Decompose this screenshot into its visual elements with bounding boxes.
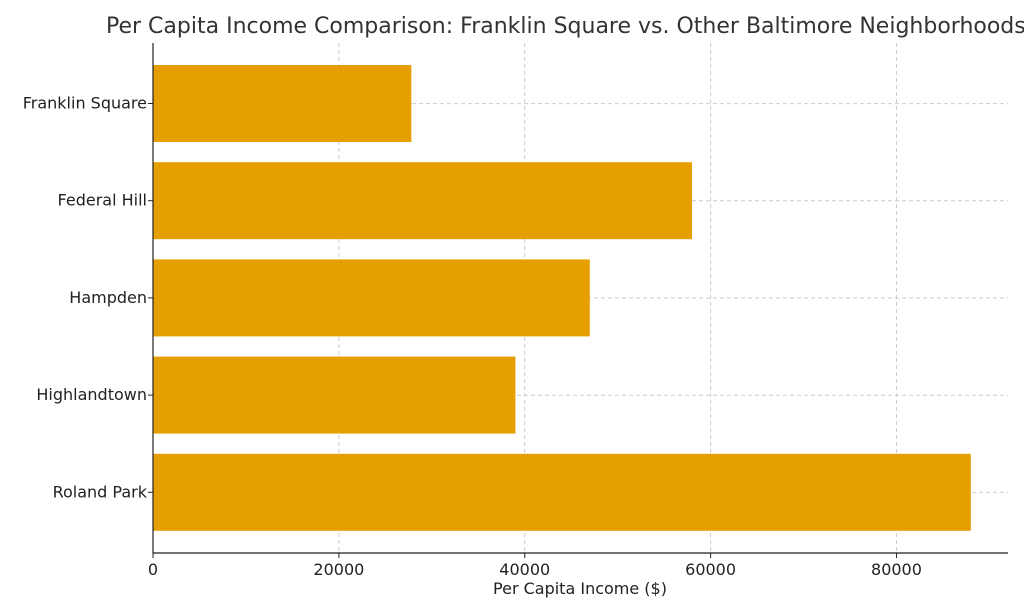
- chart-title: Per Capita Income Comparison: Franklin S…: [106, 14, 1024, 39]
- x-axis-ticks: 0 20000 40000 60000 80000: [148, 553, 922, 579]
- y-tick-label: Federal Hill: [58, 191, 147, 210]
- y-tick-label: Highlandtown: [36, 385, 147, 404]
- y-axis-ticks: Franklin Square Federal Hill Hampden Highla…: [23, 94, 153, 501]
- bar: [153, 259, 590, 337]
- bars: [153, 65, 971, 531]
- y-tick-label: Roland Park: [53, 482, 148, 501]
- y-tick-label: Hampden: [69, 288, 147, 307]
- x-axis-label: Per Capita Income ($): [493, 579, 667, 598]
- x-tick-label: 0: [148, 560, 158, 579]
- x-tick-label: 60000: [685, 560, 736, 579]
- y-tick-label: Franklin Square: [23, 94, 147, 113]
- bar: [153, 65, 412, 142]
- bar: [153, 356, 516, 434]
- x-tick-label: 20000: [313, 560, 364, 579]
- x-tick-label: 80000: [871, 560, 922, 579]
- x-tick-label: 40000: [499, 560, 550, 579]
- bar: [153, 453, 971, 531]
- bar: [153, 162, 693, 240]
